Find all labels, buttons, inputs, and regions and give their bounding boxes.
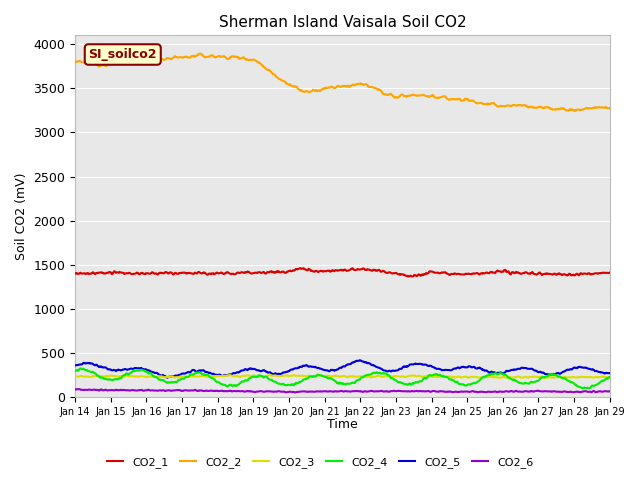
Y-axis label: Soil CO2 (mV): Soil CO2 (mV)	[15, 173, 28, 260]
Title: Sherman Island Vaisala Soil CO2: Sherman Island Vaisala Soil CO2	[219, 15, 466, 30]
Legend: CO2_1, CO2_2, CO2_3, CO2_4, CO2_5, CO2_6: CO2_1, CO2_2, CO2_3, CO2_4, CO2_5, CO2_6	[102, 452, 538, 472]
X-axis label: Time: Time	[327, 419, 358, 432]
Text: SI_soilco2: SI_soilco2	[88, 48, 157, 61]
